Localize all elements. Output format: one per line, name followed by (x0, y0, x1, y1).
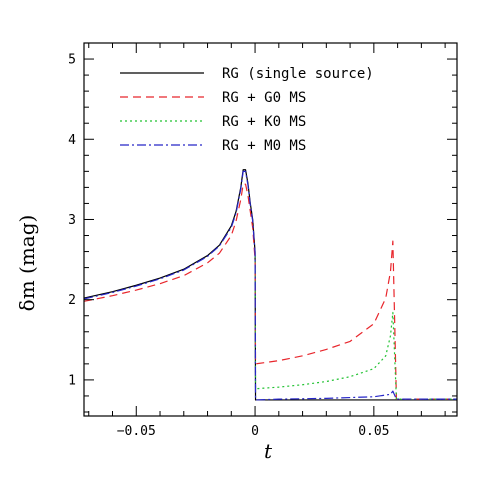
series-layer (83, 169, 457, 401)
y-axis-label: δm (mag) (15, 215, 39, 312)
series-line-2 (254, 255, 457, 400)
series-line-0 (83, 169, 457, 401)
y-tick-label: 3 (68, 213, 76, 228)
legend: RG (single source) RG + G0 MS RG + K0 MS RG… (120, 66, 374, 154)
series-line-3 (83, 170, 457, 401)
x-tick-label: 0 (251, 424, 259, 439)
y-tick-label: 5 (68, 53, 76, 68)
legend-label-0: RG (single source) (222, 66, 374, 82)
x-axis-label: t (264, 439, 273, 463)
plot-frame (83, 42, 458, 417)
y-tick-label: 1 (68, 373, 76, 388)
legend-label-1: RG + G0 MS (222, 90, 306, 106)
axes-layer: −0.05 0 0.05 1 2 3 4 5 (68, 42, 458, 439)
legend-label-3: RG + M0 MS (222, 138, 306, 154)
y-tick-label: 4 (68, 133, 76, 148)
series-line-1 (83, 183, 457, 400)
x-tick-label: 0.05 (358, 424, 389, 439)
x-tick-label: −0.05 (117, 424, 156, 439)
y-tick-label: 2 (68, 293, 76, 308)
legend-label-2: RG + K0 MS (222, 114, 306, 130)
